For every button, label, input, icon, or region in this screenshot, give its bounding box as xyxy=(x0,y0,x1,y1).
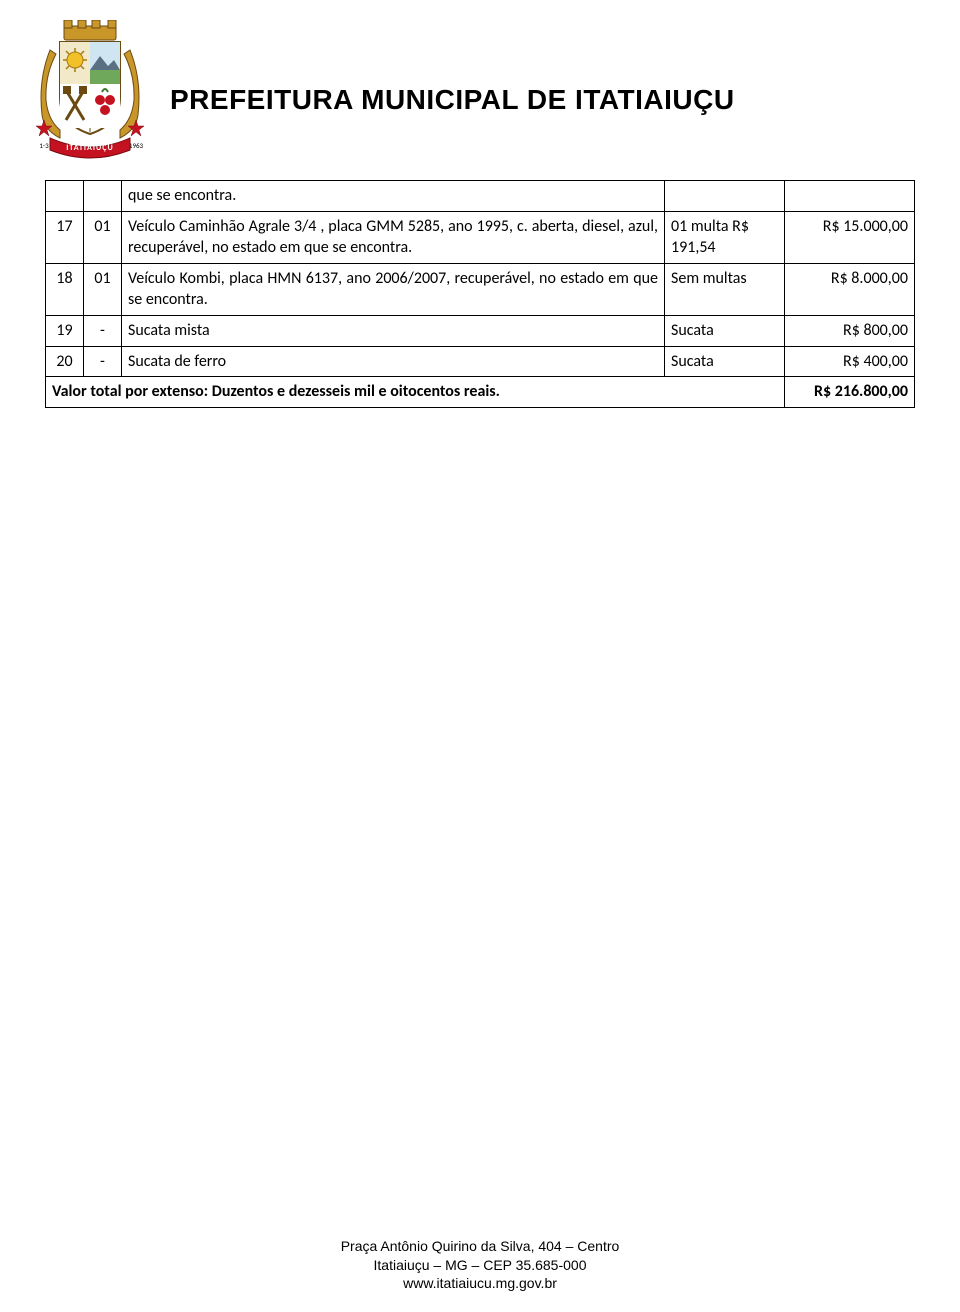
cell-status: Sem multas xyxy=(665,263,785,315)
table-row: 17 01 Veículo Caminhão Agrale 3/4 , plac… xyxy=(46,211,915,263)
cell-num: 19 xyxy=(46,315,84,346)
footer-address-line1: Praça Antônio Quirino da Silva, 404 – Ce… xyxy=(0,1237,960,1255)
document-footer: Praça Antônio Quirino da Silva, 404 – Ce… xyxy=(0,1237,960,1292)
cell-desc: Sucata de ferro xyxy=(122,346,665,377)
table-row: 20 - Sucata de ferro Sucata R$ 400,00 xyxy=(46,346,915,377)
table-row: que se encontra. xyxy=(46,181,915,212)
footer-address-line2: Itatiaiuçu – MG – CEP 35.685-000 xyxy=(0,1256,960,1274)
cell-status: 01 multa R$ 191,54 xyxy=(665,211,785,263)
cell-desc: Veículo Kombi, placa HMN 6137, ano 2006/… xyxy=(122,263,665,315)
svg-text:ITATIAIUÇU: ITATIAIUÇU xyxy=(66,143,113,153)
cell-desc: Sucata mista xyxy=(122,315,665,346)
total-label: Valor total por extenso: Duzentos e deze… xyxy=(46,377,785,408)
cell-value: R$ 15.000,00 xyxy=(785,211,915,263)
total-value: R$ 216.800,00 xyxy=(785,377,915,408)
document-header: 1-3 1963 ITATIAIUÇU PREFEITURA MUNICIPAL… xyxy=(0,0,960,170)
items-table: que se encontra. 17 01 Veículo Caminhão … xyxy=(45,180,915,408)
table-row: 19 - Sucata mista Sucata R$ 800,00 xyxy=(46,315,915,346)
cell-status: Sucata xyxy=(665,315,785,346)
cell-num xyxy=(46,181,84,212)
cell-value: R$ 800,00 xyxy=(785,315,915,346)
cell-num: 18 xyxy=(46,263,84,315)
svg-text:1-3: 1-3 xyxy=(39,141,49,150)
cell-value: R$ 400,00 xyxy=(785,346,915,377)
header-title: PREFEITURA MUNICIPAL DE ITATIAIUÇU xyxy=(170,64,920,116)
cell-num: 20 xyxy=(46,346,84,377)
cell-status xyxy=(665,181,785,212)
cell-desc: que se encontra. xyxy=(122,181,665,212)
cell-value xyxy=(785,181,915,212)
cell-status: Sucata xyxy=(665,346,785,377)
cell-desc: Veículo Caminhão Agrale 3/4 , placa GMM … xyxy=(122,211,665,263)
svg-text:1963: 1963 xyxy=(129,141,144,150)
cell-qty: - xyxy=(84,315,122,346)
table-total-row: Valor total por extenso: Duzentos e deze… xyxy=(46,377,915,408)
table-row: 18 01 Veículo Kombi, placa HMN 6137, ano… xyxy=(46,263,915,315)
cell-num: 17 xyxy=(46,211,84,263)
cell-value: R$ 8.000,00 xyxy=(785,263,915,315)
footer-website: www.itatiaiucu.mg.gov.br xyxy=(0,1274,960,1292)
cell-qty xyxy=(84,181,122,212)
cell-qty: - xyxy=(84,346,122,377)
cell-qty: 01 xyxy=(84,211,122,263)
content-area: que se encontra. 17 01 Veículo Caminhão … xyxy=(0,180,960,408)
municipal-crest-icon: 1-3 1963 ITATIAIUÇU xyxy=(30,20,150,160)
cell-qty: 01 xyxy=(84,263,122,315)
